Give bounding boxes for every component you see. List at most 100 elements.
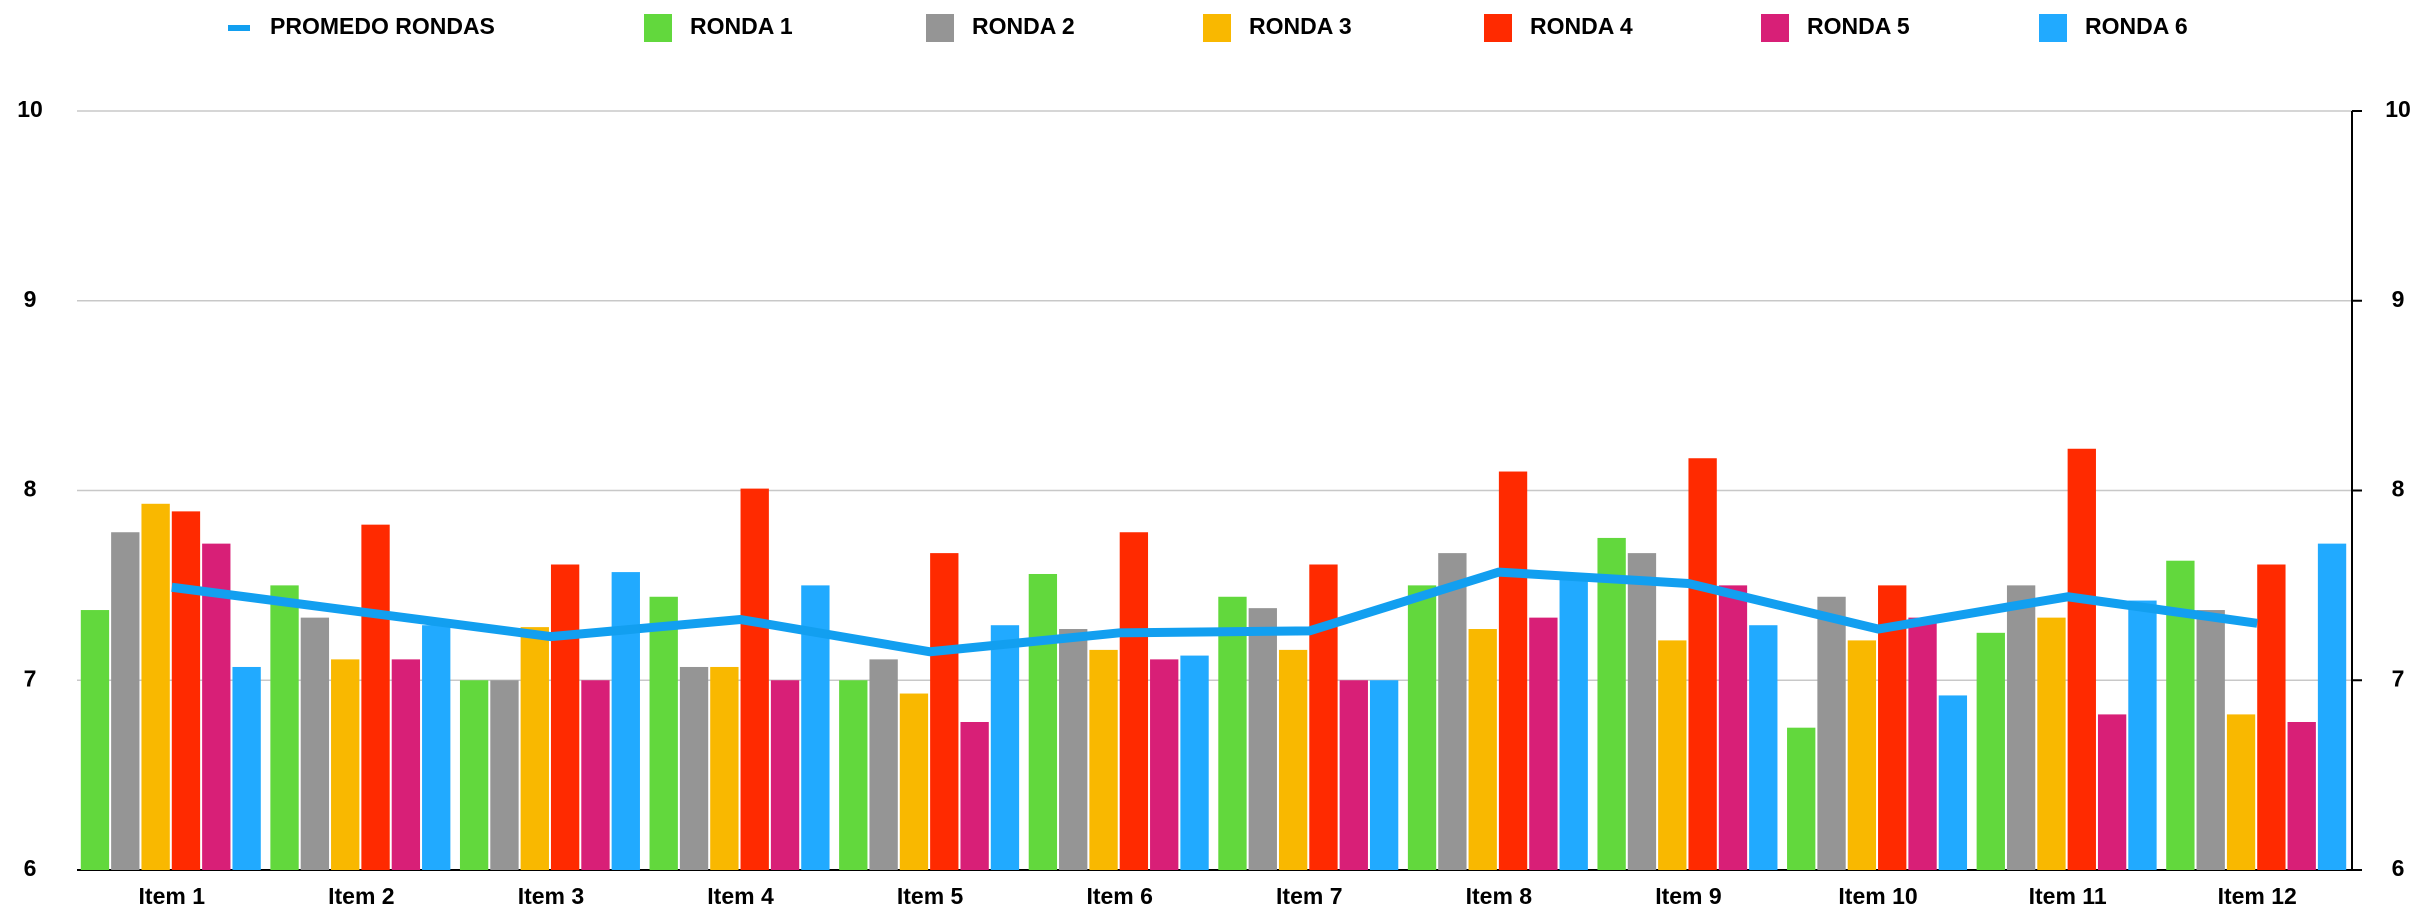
- bar: [2317, 543, 2347, 870]
- bar: [1749, 625, 1778, 870]
- x-tick-label: Item 6: [1086, 883, 1152, 909]
- x-tick-label: Item 5: [897, 883, 964, 909]
- y-tick-label: 7: [24, 665, 37, 691]
- bar: [1688, 458, 1717, 870]
- bar: [141, 503, 170, 870]
- y2-tick-label: 10: [2385, 96, 2411, 122]
- x-tick-label: Item 1: [139, 883, 206, 909]
- legend-label: RONDA 3: [1249, 13, 1352, 39]
- bar: [611, 572, 640, 870]
- bar: [1369, 680, 1399, 870]
- y-tick-label: 8: [24, 476, 37, 502]
- x-tick-label: Item 7: [1276, 883, 1342, 909]
- bar: [422, 625, 451, 870]
- bar: [581, 680, 610, 870]
- bar: [1597, 537, 1626, 870]
- bar: [770, 680, 800, 870]
- legend-swatch: [1203, 14, 1231, 42]
- legend-label: RONDA 5: [1807, 13, 1910, 39]
- x-tick-label: Item 12: [2218, 883, 2297, 909]
- bar: [1658, 640, 1687, 870]
- y2-tick-label: 7: [2392, 665, 2405, 691]
- bar: [2037, 617, 2066, 870]
- y2-tick-label: 9: [2392, 286, 2405, 312]
- bar: [1248, 608, 1277, 870]
- bar: [2067, 448, 2096, 870]
- bar: [391, 659, 421, 870]
- bar: [2006, 585, 2036, 870]
- bar: [361, 524, 390, 870]
- bar: [679, 666, 709, 870]
- bar: [649, 596, 678, 870]
- bar: [1438, 553, 1467, 870]
- bar: [960, 721, 989, 870]
- bar: [111, 532, 140, 870]
- bar: [1787, 727, 1816, 870]
- bar: [1150, 659, 1179, 870]
- y-tick-label: 6: [24, 855, 37, 881]
- bar: [1218, 596, 1247, 870]
- legend-swatch: [1484, 14, 1512, 42]
- bar: [232, 666, 261, 870]
- bar: [459, 680, 489, 870]
- x-tick-label: Item 9: [1655, 883, 1721, 909]
- bar: [1878, 585, 1907, 870]
- legend-line: [228, 25, 250, 31]
- line: [171, 567, 2258, 657]
- bar: [990, 625, 1020, 870]
- legend-label: RONDA 4: [1530, 13, 1633, 39]
- bar: [869, 659, 898, 870]
- bar: [1498, 471, 1528, 870]
- bar: [1309, 564, 1338, 870]
- bar: [839, 680, 868, 870]
- bar: [2226, 714, 2256, 870]
- bar: [2287, 721, 2316, 870]
- x-tick-label: Item 2: [328, 883, 394, 909]
- legend-label: RONDA 2: [972, 13, 1075, 39]
- x-tick-label: Item 11: [2029, 883, 2107, 909]
- y2-tick-label: 6: [2392, 855, 2405, 881]
- bar: [80, 610, 110, 870]
- bar: [1847, 640, 1877, 870]
- x-tick-label: Item 10: [1838, 883, 1917, 909]
- bar: [520, 627, 549, 870]
- bar: [1119, 532, 1149, 870]
- bar: [300, 617, 330, 870]
- x-tick-label: Item 3: [518, 883, 584, 909]
- bar: [1938, 695, 1968, 870]
- bar: [1559, 573, 1588, 870]
- bar: [1908, 617, 1937, 870]
- y-tick-label: 9: [24, 286, 37, 312]
- y-tick-label: 10: [17, 96, 43, 122]
- bar: [1529, 617, 1558, 870]
- legend-swatch: [2039, 14, 2067, 42]
- bar: [1627, 553, 1657, 870]
- bar: [490, 680, 519, 870]
- bar: [1976, 632, 2005, 870]
- bar: [1089, 649, 1118, 870]
- bar: [1817, 596, 1846, 870]
- bar: [740, 488, 769, 870]
- bar: [270, 585, 299, 870]
- bar: [1339, 680, 1368, 870]
- x-tick-label: Item 8: [1466, 883, 1533, 909]
- legend-label: RONDA 6: [2085, 13, 2188, 39]
- bar: [2097, 714, 2127, 870]
- bar: [1718, 585, 1748, 870]
- bar: [899, 693, 929, 870]
- bar: [1028, 573, 1058, 870]
- bar: [2257, 564, 2286, 870]
- bar: [1407, 585, 1437, 870]
- bar: [710, 666, 739, 870]
- x-tick-label: Item 4: [707, 883, 774, 909]
- legend-swatch: [644, 14, 672, 42]
- bar: [1468, 629, 1497, 870]
- legend-swatch: [1761, 14, 1789, 42]
- bar: [1059, 629, 1088, 870]
- bar: [171, 511, 201, 870]
- bar: [930, 553, 959, 870]
- legend-label: PROMEDO RONDAS: [270, 13, 495, 39]
- bar: [1278, 649, 1308, 870]
- legend-swatch: [926, 14, 954, 42]
